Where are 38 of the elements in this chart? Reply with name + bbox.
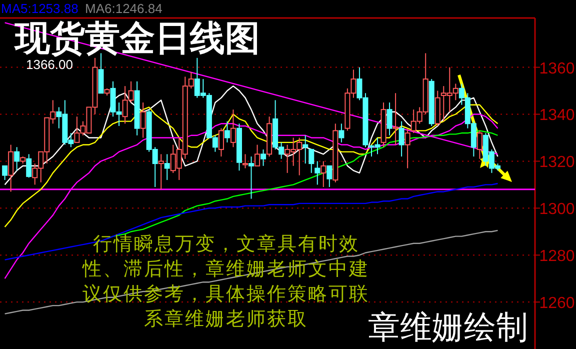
candlestick (314, 160, 320, 186)
candlestick (254, 144, 260, 166)
candlestick (248, 156, 254, 200)
y-tick-label: 1260 (539, 295, 575, 312)
candlestick (218, 128, 224, 158)
candlestick (224, 120, 230, 143)
line-series (4, 182, 498, 260)
candlestick (158, 154, 164, 190)
candlestick (164, 154, 170, 180)
candlestick (398, 120, 404, 158)
y-tick-label: 1320 (539, 154, 575, 172)
candlestick (14, 146, 20, 172)
candlestick (8, 144, 14, 192)
y-tick-label: 1300 (539, 201, 575, 218)
candlestick (260, 148, 266, 166)
annotation: 1366.00 (26, 57, 73, 72)
candlestick (320, 160, 326, 188)
candlestick (308, 148, 314, 174)
y-tick-label: 1280 (539, 248, 575, 266)
candlestick (230, 109, 236, 148)
candlestick (302, 134, 308, 164)
y-tick-label: 1340 (539, 107, 575, 124)
annotation: 章维姗绘制 (368, 308, 528, 346)
line-series (4, 85, 498, 186)
candlestick (392, 92, 398, 146)
text: MA5:1253.88 (1, 1, 78, 16)
candlestick (386, 102, 392, 136)
candlestick (2, 165, 8, 180)
candlestick (326, 165, 332, 188)
candlestick (242, 154, 248, 169)
y-tick-label: 1360 (539, 60, 575, 78)
text: MA6:1246.84 (85, 1, 162, 16)
line-series (4, 104, 498, 228)
candlestick (26, 154, 32, 178)
candlestick (476, 130, 482, 160)
candlestick (404, 128, 410, 169)
candlestick (140, 102, 146, 138)
candlestick (338, 123, 344, 143)
